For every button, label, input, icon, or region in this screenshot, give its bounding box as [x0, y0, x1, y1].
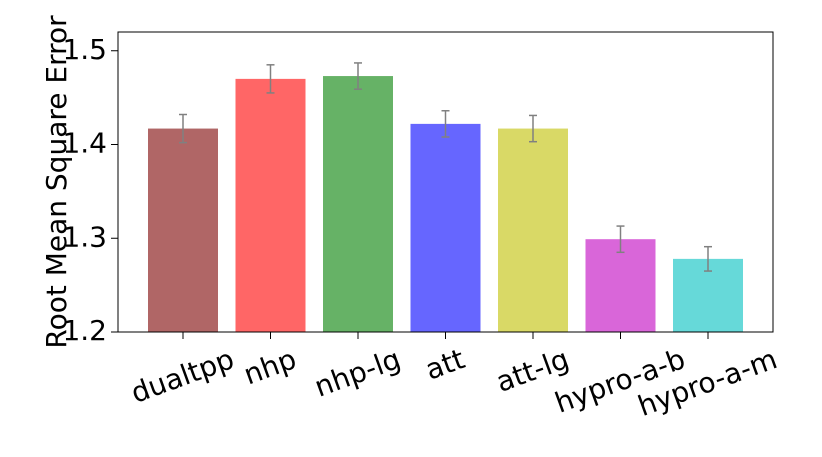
- y-tick-label: 1.2: [62, 314, 107, 347]
- bar: [148, 128, 218, 332]
- x-tick-label: nhp: [239, 342, 300, 391]
- bar: [235, 78, 306, 332]
- bar: [323, 76, 393, 332]
- plot-frame: [117, 31, 774, 333]
- x-tick-label: nhp-lg: [310, 342, 405, 403]
- x-tick-label: dualtpp: [127, 342, 239, 410]
- bar: [585, 239, 656, 332]
- y-axis-title: Root Mean Square Error: [40, 15, 73, 349]
- bar: [498, 128, 568, 332]
- y-tick-label: 1.5: [62, 33, 107, 66]
- x-tick-label: att: [421, 342, 469, 386]
- bar: [410, 123, 481, 332]
- y-tick-label: 1.4: [62, 127, 107, 160]
- y-tick-label: 1.3: [62, 220, 107, 253]
